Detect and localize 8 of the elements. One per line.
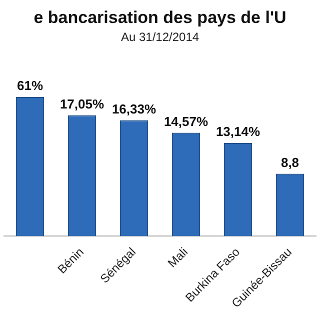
data-label: 16,33%: [112, 101, 156, 116]
data-label: 13,14%: [216, 124, 260, 140]
chart-subtitle: Au 31/12/2014: [120, 30, 200, 44]
data-label: 14,57%: [164, 114, 208, 129]
chart-title: e bancarisation des pays de l'U: [34, 8, 286, 27]
data-label: 8,8: [280, 154, 300, 170]
text: 61%: [16, 78, 44, 94]
data-label: 17,05%: [60, 96, 104, 112]
